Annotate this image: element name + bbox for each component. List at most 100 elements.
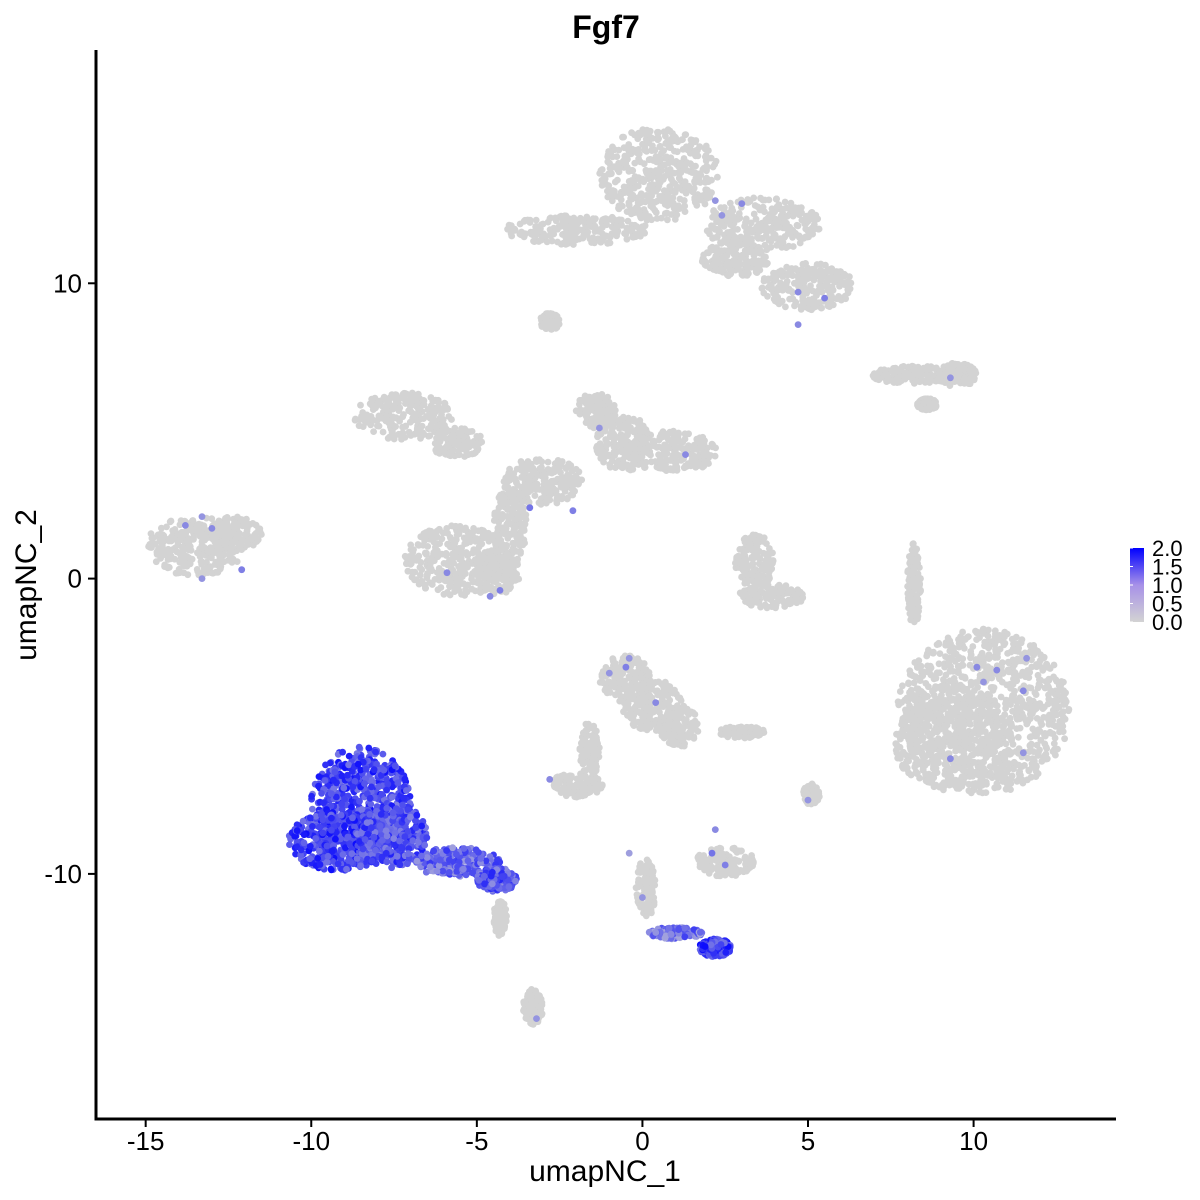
cell-point: [474, 557, 482, 565]
cell-point: [1050, 661, 1058, 669]
cell-point: [700, 452, 708, 460]
cell-point: [797, 306, 805, 313]
cell-point: [673, 211, 681, 219]
cell-point: [918, 376, 925, 384]
cell-point: [388, 402, 396, 410]
cell-point: [533, 486, 541, 493]
cell-point: [468, 428, 476, 435]
cell-point: [629, 167, 637, 175]
cell-point: [922, 680, 930, 687]
cell-point: [194, 549, 201, 557]
cell-point: [449, 566, 457, 574]
cell-point: [909, 691, 917, 699]
cell-point: [547, 318, 555, 326]
cell-point: [386, 433, 394, 441]
cell-point: [623, 163, 631, 171]
cell-point: [186, 559, 194, 567]
cell-point: [656, 156, 664, 164]
cell-point: [840, 270, 848, 278]
cell-point: [1028, 760, 1036, 768]
cell-point: [218, 538, 226, 546]
cell-point: [145, 543, 153, 550]
cell-point: [754, 203, 762, 211]
cell-point: [583, 412, 591, 419]
cell-point: [518, 498, 526, 506]
cell-point: [552, 487, 560, 494]
cell-point: [440, 560, 448, 567]
cell-point: [423, 549, 430, 557]
cell-point: [414, 390, 422, 398]
cell-point: [952, 686, 960, 694]
background-cluster: [758, 260, 855, 314]
cell-point: [359, 412, 367, 420]
cell-point: [148, 534, 156, 542]
point-layer: [145, 126, 1073, 1028]
cell-point: [580, 232, 587, 239]
cell-point: [780, 234, 788, 242]
cell-point: [894, 375, 902, 383]
cell-point: [754, 593, 762, 600]
cell-point: [836, 282, 843, 290]
cell-point: [634, 182, 642, 190]
cell-point: [518, 228, 525, 236]
cell-point: [535, 228, 542, 235]
cell-point: [692, 174, 700, 182]
cell-point: [905, 679, 912, 687]
cell-point: [757, 566, 765, 574]
cell-point: [219, 522, 226, 530]
cell-point: [508, 232, 516, 240]
cell-point: [618, 222, 625, 229]
cell-point: [495, 504, 503, 512]
cell-point: [487, 561, 495, 569]
cell-point: [782, 220, 790, 228]
cell-point: [485, 574, 492, 582]
cell-point: [621, 189, 628, 197]
cell-point: [382, 404, 390, 412]
cell-point: [632, 204, 640, 212]
cell-point: [1045, 717, 1053, 724]
cell-point: [624, 431, 631, 439]
cell-point: [682, 189, 690, 197]
cell-point: [225, 532, 232, 539]
cell-point: [753, 537, 761, 545]
cell-point: [539, 220, 547, 228]
cell-point: [741, 222, 748, 230]
cell-point: [741, 240, 749, 248]
cell-point: [189, 517, 197, 524]
cell-point: [429, 417, 436, 424]
cell-point: [589, 215, 597, 223]
cell-point: [594, 433, 601, 441]
cell-point: [621, 452, 629, 459]
cell-point: [785, 287, 792, 294]
cell-point: [707, 154, 715, 162]
cell-point: [917, 586, 924, 594]
cell-point: [785, 596, 793, 604]
cell-point: [717, 221, 725, 229]
cell-point: [599, 235, 607, 243]
cell-point: [726, 260, 734, 268]
cell-point: [960, 377, 968, 384]
cell-point: [525, 498, 533, 506]
cell-point: [767, 211, 775, 219]
cell-point: [582, 419, 590, 426]
cell-point: [670, 451, 677, 459]
cell-point: [660, 173, 668, 181]
cell-point: [643, 192, 650, 199]
cell-point: [639, 140, 646, 148]
cell-point: [679, 136, 686, 143]
cell-point: [744, 571, 752, 579]
cell-point: [681, 178, 689, 186]
cell-point: [1027, 684, 1035, 692]
cell-point: [420, 401, 428, 409]
cell-point: [636, 158, 644, 166]
cell-point: [1056, 728, 1063, 736]
cell-point: [748, 228, 756, 236]
cell-point: [559, 214, 566, 222]
cell-point: [631, 445, 639, 453]
cell-point: [991, 784, 999, 792]
cell-point: [764, 589, 772, 597]
cell-point: [619, 202, 626, 210]
cell-point: [708, 246, 716, 254]
cell-point: [924, 692, 931, 700]
cell-point: [454, 441, 462, 449]
